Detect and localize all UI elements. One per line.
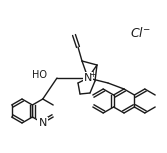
Text: +: + bbox=[90, 69, 96, 78]
Text: Cl$^{-}$: Cl$^{-}$ bbox=[130, 26, 150, 40]
Text: N: N bbox=[39, 118, 47, 128]
Text: N: N bbox=[84, 73, 92, 83]
Text: HO: HO bbox=[32, 70, 47, 80]
